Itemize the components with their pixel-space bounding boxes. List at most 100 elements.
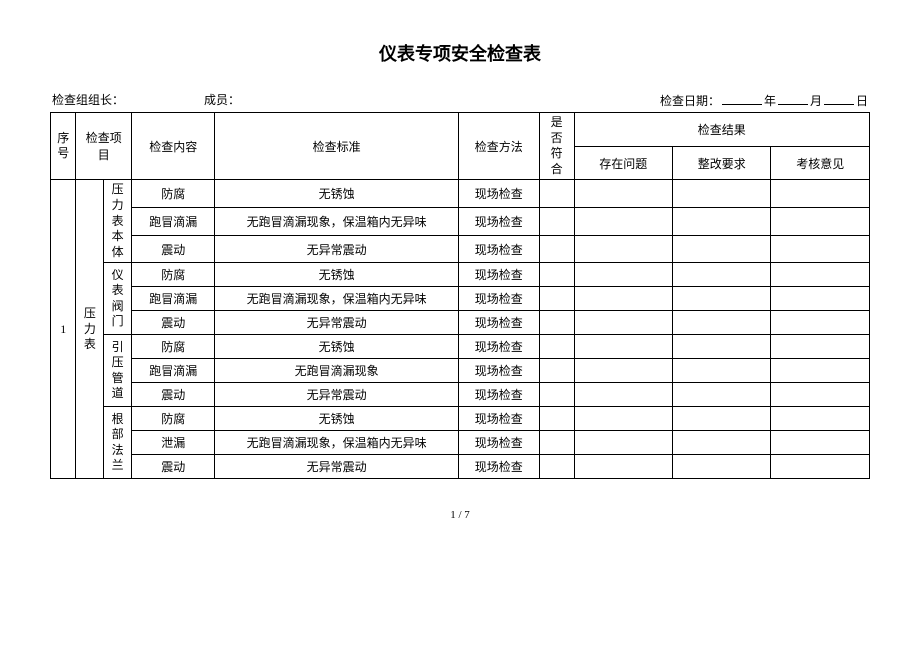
compliant-cell <box>539 383 574 407</box>
opinion-cell <box>771 311 870 335</box>
col-seq: 序号 <box>51 113 76 180</box>
method-cell: 现场检查 <box>458 311 539 335</box>
day-blank <box>824 91 854 105</box>
problem-cell <box>574 407 672 431</box>
method-cell: 现场检查 <box>458 208 539 236</box>
sub-cell: 根部法兰 <box>104 407 132 479</box>
problem-cell <box>574 455 672 479</box>
method-cell: 现场检查 <box>458 407 539 431</box>
content-cell: 震动 <box>132 455 215 479</box>
compliant-cell <box>539 311 574 335</box>
col-result-group: 检查结果 <box>574 113 869 147</box>
rectify-cell <box>673 263 771 287</box>
compliant-cell <box>539 263 574 287</box>
standard-cell: 无跑冒滴漏现象，保温箱内无异味 <box>215 431 458 455</box>
content-cell: 防腐 <box>132 263 215 287</box>
seq-cell: 1 <box>51 180 76 479</box>
col-opinion: 考核意见 <box>771 146 870 180</box>
col-item: 检查项目 <box>76 113 132 180</box>
year-label: 年 <box>764 92 776 109</box>
problem-cell <box>574 359 672 383</box>
day-label: 日 <box>856 92 868 109</box>
opinion-cell <box>771 235 870 263</box>
problem-cell <box>574 263 672 287</box>
rectify-cell <box>673 455 771 479</box>
content-cell: 跑冒滴漏 <box>132 208 215 236</box>
standard-cell: 无跑冒滴漏现象 <box>215 359 458 383</box>
table-row: 震动无异常震动现场检查 <box>51 311 870 335</box>
opinion-cell <box>771 455 870 479</box>
col-method: 检查方法 <box>458 113 539 180</box>
standard-cell: 无锈蚀 <box>215 407 458 431</box>
method-cell: 现场检查 <box>458 455 539 479</box>
compliant-cell <box>539 287 574 311</box>
rectify-cell <box>673 407 771 431</box>
opinion-cell <box>771 407 870 431</box>
method-cell: 现场检查 <box>458 383 539 407</box>
content-cell: 防腐 <box>132 407 215 431</box>
year-blank <box>722 91 762 105</box>
page-footer: 1 / 7 <box>50 509 870 521</box>
inspection-table: 序号检查项目检查内容检查标准检查方法是否符合检查结果存在问题整改要求考核意见1压… <box>50 112 870 479</box>
table-row: 震动无异常震动现场检查 <box>51 235 870 263</box>
problem-cell <box>574 235 672 263</box>
table-row: 跑冒滴漏无跑冒滴漏现象，保温箱内无异味现场检查 <box>51 208 870 236</box>
date-label: 检查日期： <box>660 92 720 109</box>
col-problem: 存在问题 <box>574 146 672 180</box>
rectify-cell <box>673 359 771 383</box>
table-row: 引压管道防腐无锈蚀现场检查 <box>51 335 870 359</box>
opinion-cell <box>771 383 870 407</box>
problem-cell <box>574 335 672 359</box>
sub-cell: 仪表阀门 <box>104 263 132 335</box>
sub-cell: 压力表本体 <box>104 180 132 263</box>
content-cell: 泄漏 <box>132 431 215 455</box>
problem-cell <box>574 431 672 455</box>
opinion-cell <box>771 180 870 208</box>
col-compliant: 是否符合 <box>539 113 574 180</box>
method-cell: 现场检查 <box>458 335 539 359</box>
method-cell: 现场检查 <box>458 180 539 208</box>
table-row: 泄漏无跑冒滴漏现象，保温箱内无异味现场检查 <box>51 431 870 455</box>
table-row: 跑冒滴漏无跑冒滴漏现象，保温箱内无异味现场检查 <box>51 287 870 311</box>
content-cell: 震动 <box>132 311 215 335</box>
leader-label: 检查组组长： <box>52 91 124 109</box>
method-cell: 现场检查 <box>458 431 539 455</box>
table-row: 震动无异常震动现场检查 <box>51 455 870 479</box>
method-cell: 现场检查 <box>458 235 539 263</box>
col-standard: 检查标准 <box>215 113 458 180</box>
sub-cell: 引压管道 <box>104 335 132 407</box>
content-cell: 防腐 <box>132 180 215 208</box>
problem-cell <box>574 180 672 208</box>
standard-cell: 无锈蚀 <box>215 180 458 208</box>
compliant-cell <box>539 359 574 383</box>
opinion-cell <box>771 359 870 383</box>
standard-cell: 无异常震动 <box>215 455 458 479</box>
problem-cell <box>574 311 672 335</box>
header-row: 检查组组长： 成员： 检查日期： 年 月 日 <box>50 91 870 109</box>
compliant-cell <box>539 407 574 431</box>
problem-cell <box>574 287 672 311</box>
rectify-cell <box>673 431 771 455</box>
opinion-cell <box>771 208 870 236</box>
opinion-cell <box>771 263 870 287</box>
content-cell: 震动 <box>132 383 215 407</box>
compliant-cell <box>539 455 574 479</box>
rectify-cell <box>673 311 771 335</box>
table-row: 仪表阀门防腐无锈蚀现场检查 <box>51 263 870 287</box>
method-cell: 现场检查 <box>458 359 539 383</box>
rectify-cell <box>673 383 771 407</box>
rectify-cell <box>673 235 771 263</box>
standard-cell: 无异常震动 <box>215 235 458 263</box>
member-label: 成员： <box>204 91 240 109</box>
rectify-cell <box>673 335 771 359</box>
standard-cell: 无锈蚀 <box>215 335 458 359</box>
rectify-cell <box>673 287 771 311</box>
compliant-cell <box>539 235 574 263</box>
month-label: 月 <box>810 92 822 109</box>
content-cell: 防腐 <box>132 335 215 359</box>
page-title: 仪表专项安全检查表 <box>50 40 870 66</box>
method-cell: 现场检查 <box>458 287 539 311</box>
method-cell: 现场检查 <box>458 263 539 287</box>
standard-cell: 无异常震动 <box>215 311 458 335</box>
col-content: 检查内容 <box>132 113 215 180</box>
